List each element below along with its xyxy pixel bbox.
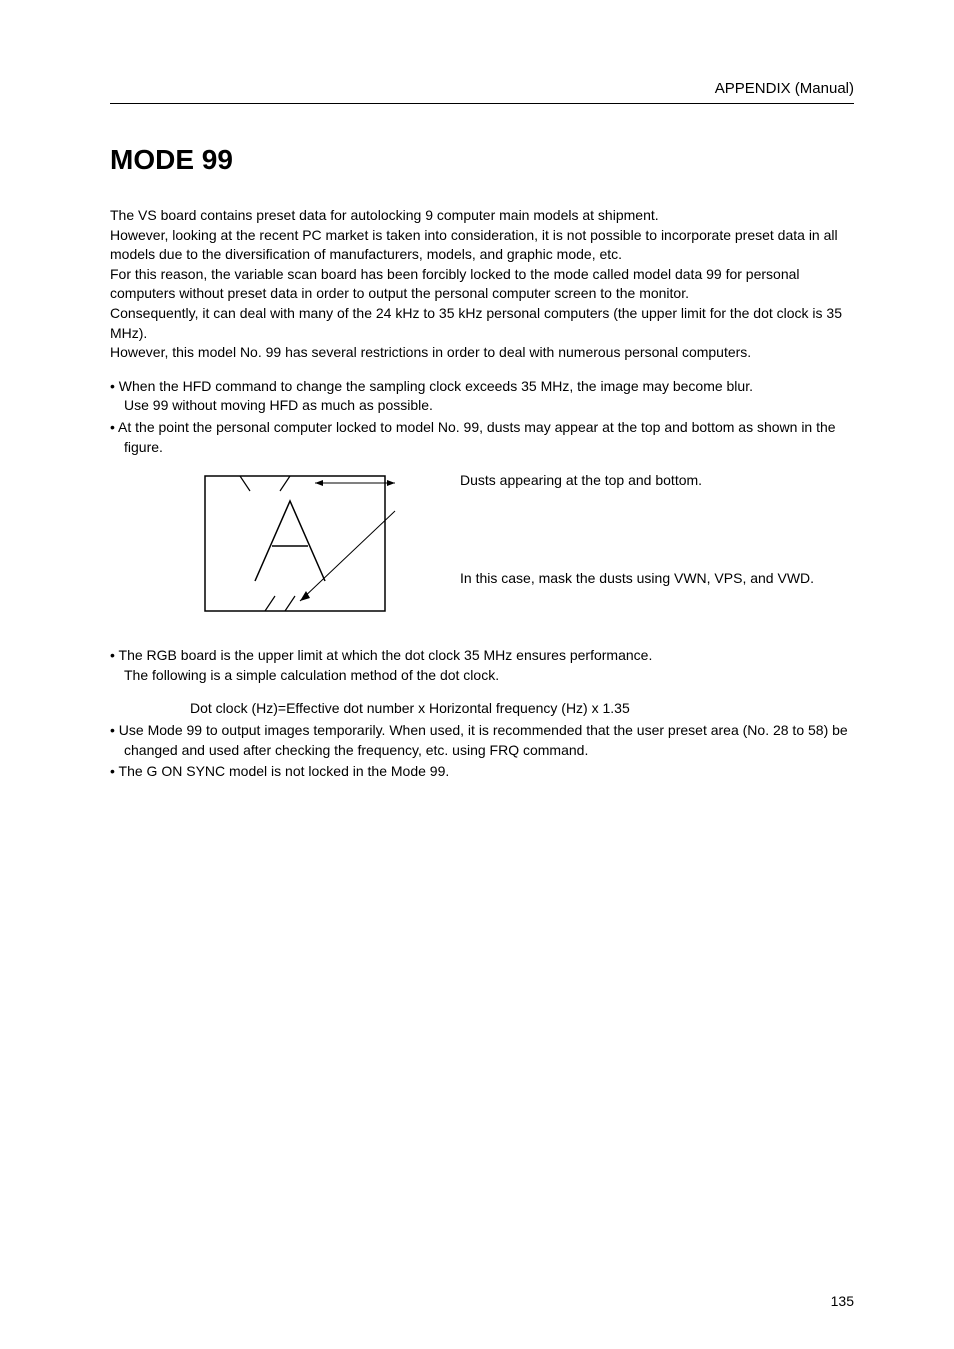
caption-top: Dusts appearing at the top and bottom. <box>460 471 814 491</box>
intro-p2: However, looking at the recent PC market… <box>110 227 838 263</box>
bullet-dusts: At the point the personal computer locke… <box>110 418 854 457</box>
intro-p1: The VS board contains preset data for au… <box>110 207 659 223</box>
caption-bottom: In this case, mask the dusts using VWN, … <box>460 569 814 589</box>
dotclock-formula: Dot clock (Hz)=Effective dot number x Ho… <box>110 699 854 719</box>
bullet-hfd-text: When the HFD command to change the sampl… <box>119 378 753 394</box>
intro-p5: However, this model No. 99 has several r… <box>110 344 751 360</box>
bullet-list-1: When the HFD command to change the sampl… <box>110 377 854 457</box>
bullet-gonsync: The G ON SYNC model is not locked in the… <box>110 762 854 782</box>
intro-p4: Consequently, it can deal with many of t… <box>110 305 842 341</box>
figure-captions: Dusts appearing at the top and bottom. I… <box>460 471 814 588</box>
intro-paragraph: The VS board contains preset data for au… <box>110 206 854 363</box>
bullet-mode99: Use Mode 99 to output images temporarily… <box>110 721 854 760</box>
page: APPENDIX (Manual) MODE 99 The VS board c… <box>0 0 954 1349</box>
bullet-rgb: The RGB board is the upper limit at whic… <box>110 646 854 685</box>
header-appendix: APPENDIX (Manual) <box>110 80 854 104</box>
dust-diagram <box>200 471 400 626</box>
bullet-list-3: Use Mode 99 to output images temporarily… <box>110 721 854 782</box>
bullet-rgb-text: The RGB board is the upper limit at whic… <box>119 647 653 663</box>
page-number: 135 <box>831 1293 854 1309</box>
bullet-hfd: When the HFD command to change the sampl… <box>110 377 854 416</box>
page-title: MODE 99 <box>110 144 854 176</box>
diagram-svg <box>200 471 400 621</box>
bullet-hfd-sub: Use 99 without moving HFD as much as pos… <box>124 397 433 413</box>
figure-row: Dusts appearing at the top and bottom. I… <box>200 471 854 626</box>
bullet-rgb-sub: The following is a simple calculation me… <box>124 667 499 683</box>
bullet-list-2: The RGB board is the upper limit at whic… <box>110 646 854 685</box>
intro-p3: For this reason, the variable scan board… <box>110 266 800 302</box>
